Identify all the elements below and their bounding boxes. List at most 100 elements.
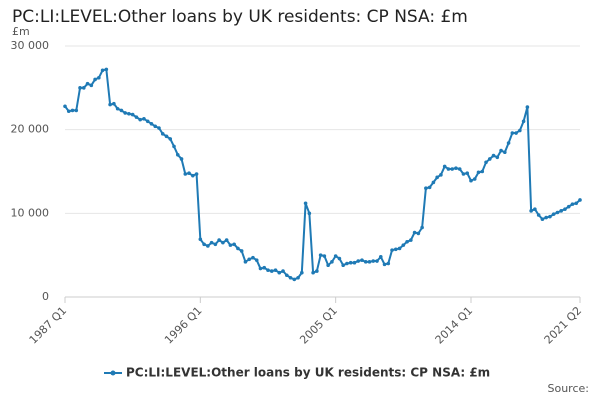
point	[66, 109, 71, 114]
point	[187, 171, 191, 175]
point	[221, 240, 225, 245]
point	[551, 212, 556, 216]
point	[145, 119, 150, 124]
point	[175, 152, 180, 157]
point	[81, 86, 86, 90]
point	[164, 134, 169, 139]
point	[533, 207, 537, 211]
point	[401, 243, 406, 247]
point	[160, 132, 165, 136]
y-tick-label: 20 000	[11, 123, 50, 136]
point	[119, 108, 124, 113]
point	[487, 157, 492, 161]
series-line	[64, 68, 581, 281]
point	[104, 67, 109, 72]
point	[123, 111, 127, 115]
point	[431, 180, 436, 185]
point	[375, 259, 379, 263]
point	[269, 269, 274, 273]
point	[202, 242, 206, 247]
point	[439, 173, 443, 177]
point	[78, 86, 82, 90]
point	[315, 269, 319, 273]
point	[544, 215, 548, 220]
point	[142, 116, 146, 121]
point	[457, 167, 462, 171]
point	[465, 171, 470, 175]
point	[510, 131, 515, 135]
point	[330, 260, 334, 264]
point	[506, 141, 511, 145]
point	[243, 260, 248, 264]
point	[277, 270, 282, 275]
point	[405, 239, 409, 244]
point	[266, 268, 270, 273]
point	[281, 269, 285, 273]
point	[495, 155, 500, 160]
point	[525, 105, 530, 109]
point	[172, 144, 176, 149]
point	[394, 247, 398, 252]
x-tick-label: 2005 Q1	[297, 304, 340, 347]
point	[311, 270, 315, 275]
point	[262, 265, 267, 270]
point	[318, 253, 323, 257]
point	[518, 128, 522, 133]
point	[491, 153, 496, 158]
point	[254, 258, 259, 262]
point	[416, 231, 421, 236]
point	[548, 214, 552, 219]
point	[371, 259, 376, 263]
x-tick-label: 1987 Q1	[27, 304, 70, 347]
point	[217, 238, 221, 242]
point	[578, 198, 582, 202]
point	[284, 273, 289, 278]
point	[209, 240, 214, 245]
point	[386, 261, 391, 266]
point	[461, 172, 466, 176]
point	[239, 249, 244, 253]
point	[378, 255, 383, 259]
point	[179, 157, 184, 161]
point	[476, 170, 481, 175]
point	[529, 209, 533, 213]
point	[194, 172, 199, 176]
point	[191, 173, 195, 178]
point	[100, 68, 105, 73]
point	[247, 257, 251, 262]
point	[296, 275, 300, 280]
point	[168, 137, 173, 141]
point	[97, 75, 101, 80]
point	[206, 244, 210, 248]
point	[352, 260, 357, 265]
point	[93, 77, 97, 82]
point	[300, 270, 304, 275]
point	[213, 242, 218, 247]
point	[232, 242, 236, 247]
point	[382, 262, 387, 267]
point	[138, 117, 142, 122]
point	[341, 263, 345, 268]
point	[427, 185, 432, 190]
point	[367, 260, 372, 264]
point	[409, 238, 413, 242]
point	[514, 131, 518, 135]
point	[85, 81, 90, 86]
point	[63, 104, 67, 109]
point	[390, 248, 394, 252]
point	[292, 277, 297, 282]
point	[70, 108, 75, 113]
point	[258, 266, 263, 271]
point	[574, 201, 579, 206]
point	[480, 169, 485, 174]
point	[345, 261, 349, 266]
point	[198, 237, 203, 242]
point	[115, 106, 120, 111]
point	[337, 256, 342, 261]
point	[149, 122, 154, 126]
y-tick-label: 0	[42, 290, 49, 303]
point	[153, 124, 158, 129]
point	[74, 108, 79, 113]
point	[183, 172, 188, 176]
